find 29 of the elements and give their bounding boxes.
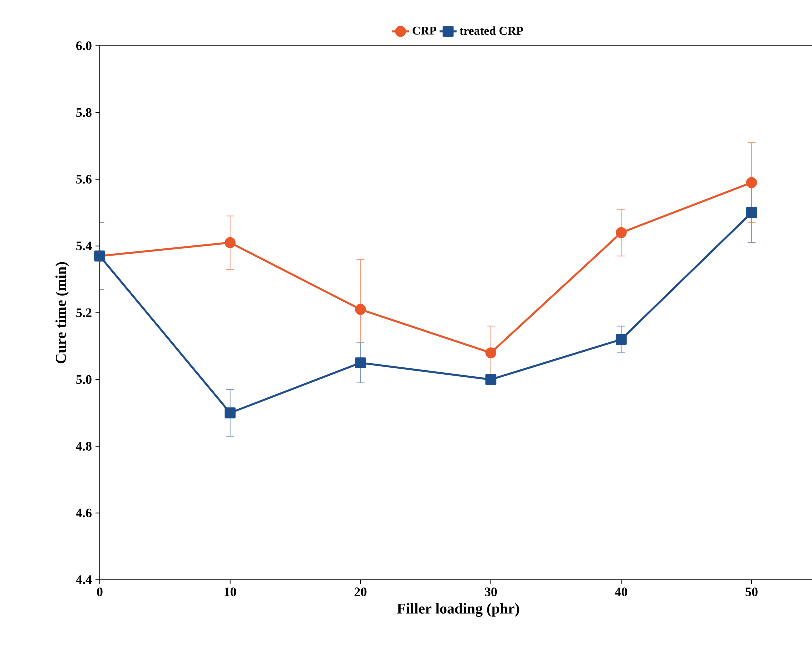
point	[616, 334, 627, 346]
y-tick-label: 5.8	[76, 108, 92, 118]
point	[486, 348, 497, 359]
y-tick-label: 4.4	[76, 576, 92, 584]
y-tick-label: 5.2	[76, 308, 92, 318]
legend-label: CRP	[412, 26, 437, 35]
point	[616, 227, 627, 238]
point	[746, 177, 758, 188]
legend-label: treated CRP	[460, 26, 524, 36]
y-axis-title: Cure time (min)	[56, 262, 70, 364]
x-tick-label: 0	[97, 588, 103, 597]
point	[355, 304, 366, 316]
y-tick-label: 5.4	[76, 242, 92, 251]
y-tick-label: 4.8	[76, 442, 92, 451]
point	[224, 237, 236, 248]
y-tick-label: 4.6	[76, 508, 92, 518]
y-tick-label: 6.0	[76, 42, 92, 50]
x-tick-label: 10	[224, 588, 236, 597]
point	[224, 408, 236, 419]
point	[355, 358, 366, 369]
y-tick-label: 5.0	[76, 375, 92, 384]
point	[486, 374, 497, 386]
x-tick-label: 20	[354, 588, 367, 597]
x-tick-label: 40	[615, 588, 628, 597]
point	[746, 207, 758, 218]
x-tick-label: 50	[746, 588, 758, 597]
y-tick-label: 5.6	[76, 175, 92, 184]
x-axis-title: Filler loading (phr)	[397, 603, 520, 618]
x-tick-label: 30	[485, 588, 498, 597]
